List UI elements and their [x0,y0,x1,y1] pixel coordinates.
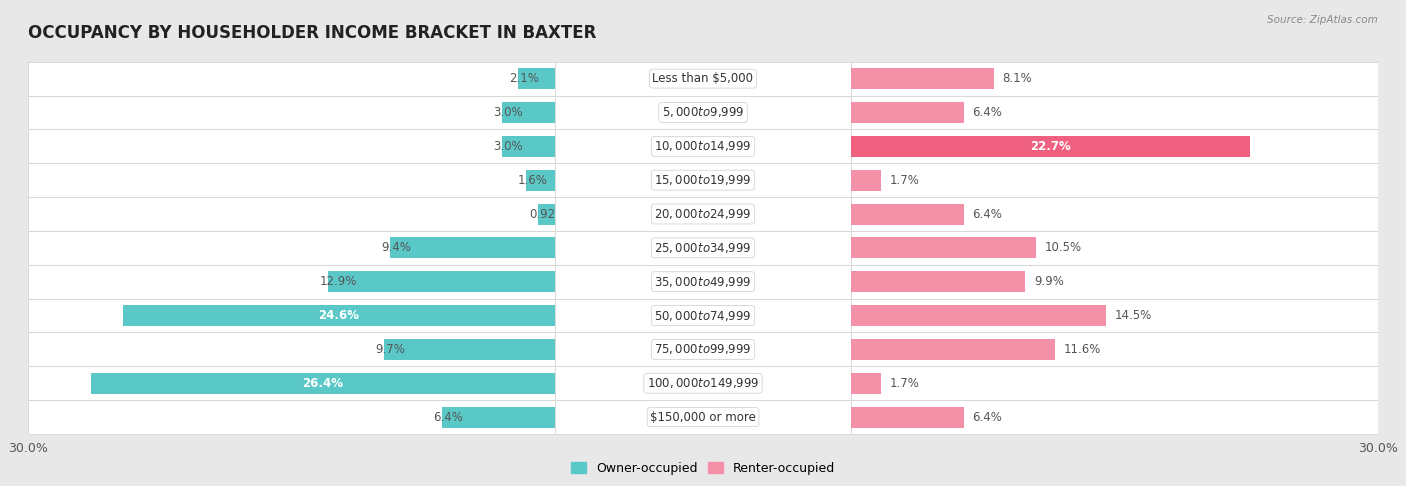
Text: 3.0%: 3.0% [494,140,523,153]
Text: $15,000 to $19,999: $15,000 to $19,999 [654,173,752,187]
Bar [852,129,1378,163]
Text: $5,000 to $9,999: $5,000 to $9,999 [662,105,744,120]
Bar [852,373,882,394]
Text: $20,000 to $24,999: $20,000 to $24,999 [654,207,752,221]
Text: 10.5%: 10.5% [1045,242,1081,254]
Bar [554,400,852,434]
Bar [389,237,554,259]
Bar [554,62,852,96]
Text: 6.4%: 6.4% [433,411,464,424]
Bar [554,96,852,129]
Bar [554,332,852,366]
Text: $25,000 to $34,999: $25,000 to $34,999 [654,241,752,255]
Bar [28,332,554,366]
Bar [28,129,554,163]
Bar [28,163,554,197]
Bar [554,163,852,197]
Bar [852,237,1036,259]
Bar [852,62,1378,96]
Bar [852,136,1250,157]
Bar [554,298,852,332]
Bar [28,366,554,400]
Bar [554,265,852,298]
Bar [28,197,554,231]
Bar [91,373,554,394]
Bar [554,231,852,265]
Legend: Owner-occupied, Renter-occupied: Owner-occupied, Renter-occupied [567,457,839,480]
Text: 12.9%: 12.9% [319,275,357,288]
Text: 26.4%: 26.4% [302,377,343,390]
Text: $10,000 to $14,999: $10,000 to $14,999 [654,139,752,153]
Text: $35,000 to $49,999: $35,000 to $49,999 [654,275,752,289]
Bar [852,163,1378,197]
Bar [28,298,554,332]
Text: 24.6%: 24.6% [318,309,359,322]
Text: $50,000 to $74,999: $50,000 to $74,999 [654,309,752,323]
Text: 0.92%: 0.92% [530,208,567,221]
Text: $150,000 or more: $150,000 or more [650,411,756,424]
Bar [526,170,554,191]
Text: 6.4%: 6.4% [973,411,1002,424]
Bar [852,407,963,428]
Bar [502,102,554,123]
Bar [384,339,554,360]
Bar [122,305,554,326]
Text: 3.0%: 3.0% [494,106,523,119]
Bar [517,68,554,89]
Text: Source: ZipAtlas.com: Source: ZipAtlas.com [1267,15,1378,25]
Bar [852,339,1054,360]
Text: 9.9%: 9.9% [1033,275,1064,288]
Bar [852,366,1378,400]
Text: 1.6%: 1.6% [517,174,547,187]
Bar [852,400,1378,434]
Bar [852,68,994,89]
Bar [852,102,963,123]
Bar [852,204,963,225]
Text: 6.4%: 6.4% [973,106,1002,119]
Bar [852,265,1378,298]
Bar [28,265,554,298]
Text: $100,000 to $149,999: $100,000 to $149,999 [647,376,759,390]
Bar [28,400,554,434]
Text: 14.5%: 14.5% [1115,309,1152,322]
Bar [443,407,554,428]
Text: 11.6%: 11.6% [1064,343,1101,356]
Bar [852,298,1378,332]
Bar [852,271,1025,292]
Bar [502,136,554,157]
Text: 8.1%: 8.1% [1002,72,1032,85]
Bar [554,129,852,163]
Text: OCCUPANCY BY HOUSEHOLDER INCOME BRACKET IN BAXTER: OCCUPANCY BY HOUSEHOLDER INCOME BRACKET … [28,24,596,42]
Text: $75,000 to $99,999: $75,000 to $99,999 [654,343,752,356]
Bar [28,96,554,129]
Text: 1.7%: 1.7% [890,174,920,187]
Bar [28,231,554,265]
Bar [554,197,852,231]
Text: 22.7%: 22.7% [1031,140,1071,153]
Bar [852,197,1378,231]
Bar [852,96,1378,129]
Bar [554,366,852,400]
Text: Less than $5,000: Less than $5,000 [652,72,754,85]
Bar [852,231,1378,265]
Text: 2.1%: 2.1% [509,72,538,85]
Bar [852,170,882,191]
Bar [538,204,554,225]
Bar [328,271,554,292]
Text: 1.7%: 1.7% [890,377,920,390]
Text: 9.7%: 9.7% [375,343,405,356]
Text: 9.4%: 9.4% [381,242,411,254]
Bar [852,332,1378,366]
Bar [852,305,1107,326]
Bar [28,62,554,96]
Text: 6.4%: 6.4% [973,208,1002,221]
